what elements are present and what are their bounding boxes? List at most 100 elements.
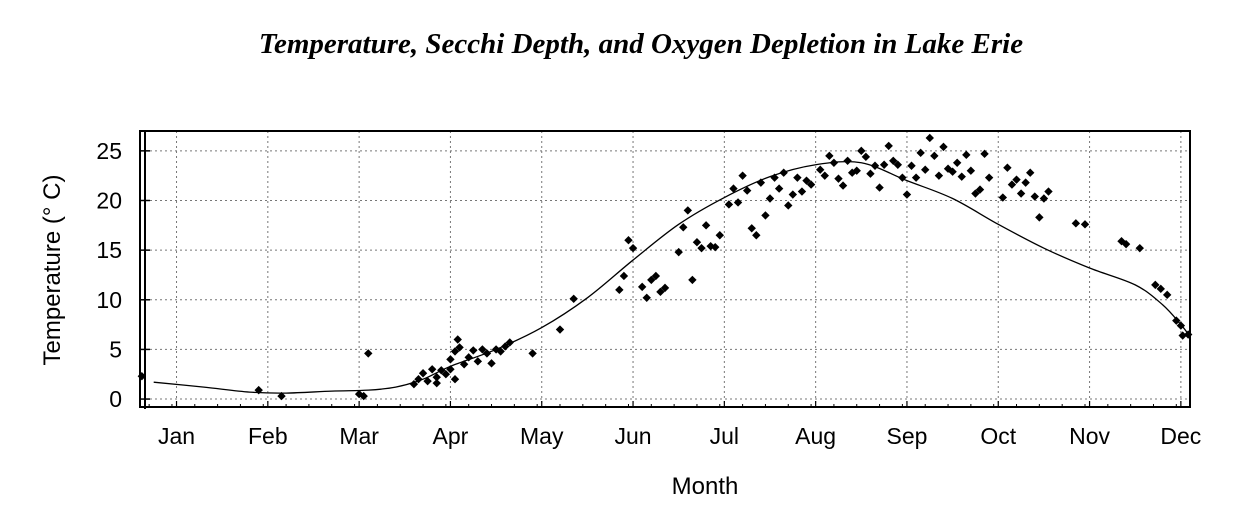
x-tick-label: Sep bbox=[886, 423, 927, 449]
data-point bbox=[729, 184, 738, 193]
data-point bbox=[706, 241, 715, 251]
data-point bbox=[875, 183, 884, 192]
plot-frame bbox=[139, 130, 1191, 408]
data-point bbox=[825, 151, 834, 161]
data-point bbox=[418, 369, 428, 378]
data-point bbox=[464, 353, 473, 362]
data-point bbox=[756, 178, 766, 187]
data-point bbox=[893, 160, 903, 169]
y-tick-label: 5 bbox=[109, 336, 122, 362]
data-point bbox=[359, 391, 368, 401]
data-point bbox=[446, 365, 455, 374]
data-point bbox=[1121, 239, 1131, 249]
data-point bbox=[934, 171, 944, 180]
data-point bbox=[1172, 316, 1181, 325]
x-axis-ticks: Jan Feb Mar Apr May Jun Jul Aug Sep Oct Nov Dec bbox=[148, 401, 1201, 449]
data-point bbox=[738, 171, 747, 180]
grid-lines bbox=[140, 131, 1190, 407]
data-point bbox=[806, 180, 816, 189]
data-point bbox=[656, 287, 665, 297]
x-tick-label: Aug bbox=[795, 423, 836, 449]
data-point bbox=[364, 349, 373, 358]
y-axis-ticks: 0 5 10 15 20 25 bbox=[96, 138, 150, 412]
x-tick-label: Apr bbox=[433, 423, 469, 449]
data-point bbox=[1080, 220, 1090, 229]
data-point bbox=[847, 168, 857, 177]
data-point bbox=[1162, 290, 1172, 300]
data-point bbox=[774, 184, 784, 193]
data-point bbox=[957, 172, 966, 181]
data-point bbox=[889, 156, 898, 165]
data-point bbox=[455, 343, 464, 352]
x-tick-label: May bbox=[520, 423, 564, 449]
data-point bbox=[1151, 280, 1160, 290]
data-point bbox=[939, 142, 948, 152]
data-point bbox=[870, 161, 880, 170]
data-point bbox=[432, 373, 441, 382]
data-point bbox=[747, 224, 756, 233]
y-tick-label: 10 bbox=[96, 287, 122, 313]
data-point bbox=[925, 133, 934, 143]
data-point bbox=[441, 370, 451, 379]
data-point bbox=[733, 198, 743, 207]
data-point bbox=[647, 275, 656, 285]
data-point bbox=[642, 293, 651, 302]
data-point bbox=[660, 283, 670, 293]
y-tick-label: 20 bbox=[96, 187, 122, 213]
data-point bbox=[921, 165, 930, 174]
data-point bbox=[1183, 330, 1193, 339]
data-point bbox=[971, 189, 980, 198]
data-point bbox=[802, 176, 811, 185]
data-point bbox=[469, 346, 478, 355]
data-point bbox=[688, 275, 697, 285]
data-point bbox=[528, 349, 537, 358]
data-point bbox=[1044, 187, 1053, 196]
data-point bbox=[254, 385, 263, 395]
data-point bbox=[701, 221, 711, 230]
data-point bbox=[277, 391, 286, 401]
data-point bbox=[501, 342, 510, 351]
data-point bbox=[1135, 243, 1144, 253]
x-tick-label: Jun bbox=[614, 423, 651, 449]
data-point bbox=[1012, 175, 1021, 184]
data-point bbox=[697, 243, 706, 253]
data-point bbox=[852, 166, 861, 175]
data-point bbox=[930, 151, 939, 161]
data-point bbox=[624, 236, 633, 245]
data-point bbox=[752, 231, 761, 240]
fit-curve bbox=[153, 160, 1191, 394]
data-point bbox=[1030, 192, 1039, 201]
data-point bbox=[487, 359, 496, 368]
data-point bbox=[857, 146, 866, 156]
data-point bbox=[943, 164, 953, 173]
x-tick-label: Mar bbox=[339, 423, 379, 449]
data-points bbox=[137, 133, 1193, 401]
data-point bbox=[779, 168, 788, 177]
data-point bbox=[619, 271, 629, 281]
x-tick-label: Dec bbox=[1160, 423, 1201, 449]
data-point bbox=[1156, 284, 1165, 294]
y-tick-label: 0 bbox=[109, 386, 122, 412]
x-tick-label: Feb bbox=[248, 423, 288, 449]
data-point bbox=[437, 366, 446, 375]
data-point bbox=[423, 376, 432, 386]
data-point bbox=[482, 349, 492, 358]
data-point bbox=[137, 372, 147, 381]
data-point bbox=[478, 345, 487, 354]
data-point bbox=[788, 190, 798, 199]
data-point bbox=[834, 174, 843, 183]
data-point bbox=[866, 169, 875, 178]
data-point bbox=[414, 375, 423, 384]
data-point bbox=[879, 160, 889, 169]
data-point bbox=[496, 347, 505, 356]
data-point bbox=[898, 173, 907, 182]
x-tick-label: Jan bbox=[158, 423, 195, 449]
data-point bbox=[784, 201, 793, 210]
data-point bbox=[1178, 331, 1187, 340]
data-point bbox=[692, 237, 702, 247]
data-point bbox=[770, 173, 779, 182]
data-point bbox=[816, 165, 825, 174]
data-point bbox=[505, 338, 514, 347]
data-point bbox=[1176, 321, 1186, 330]
